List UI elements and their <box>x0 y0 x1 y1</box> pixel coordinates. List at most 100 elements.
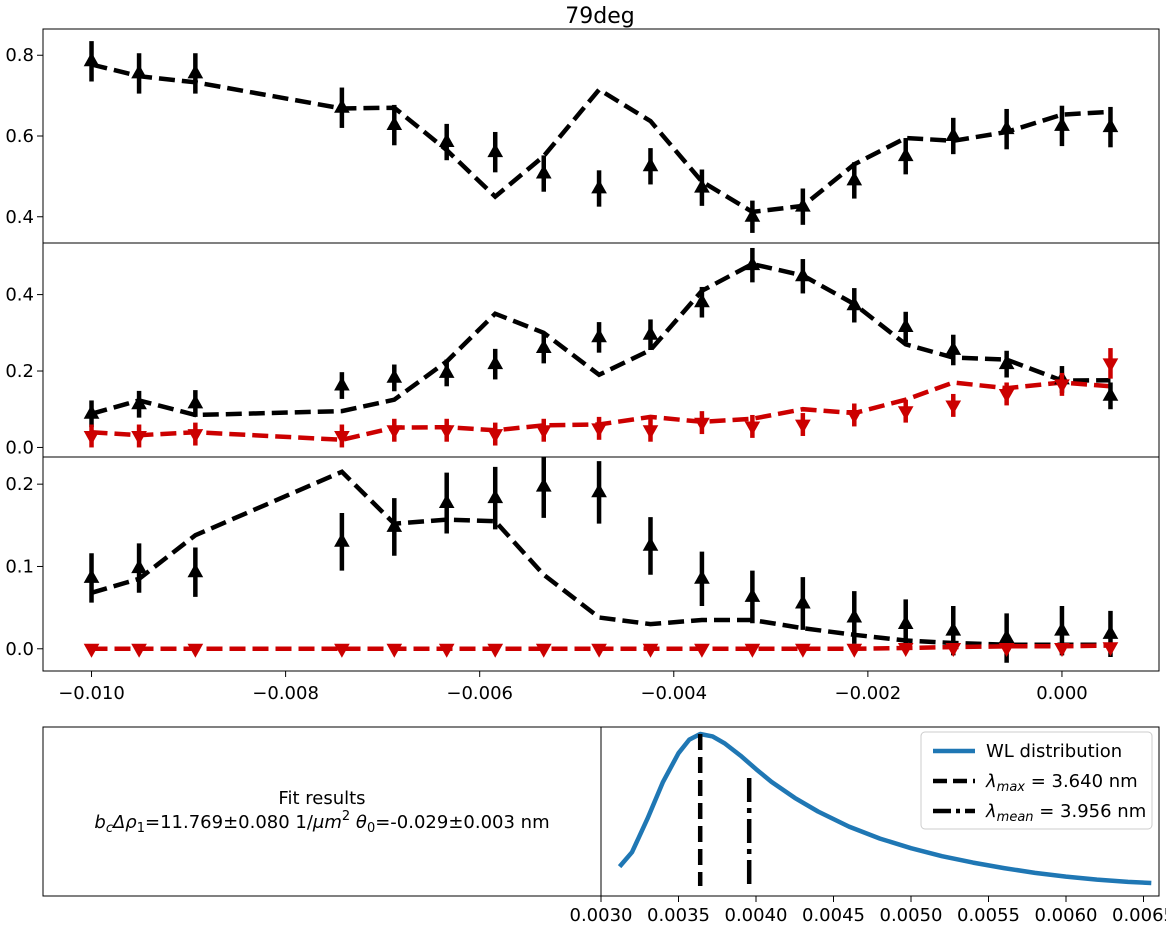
data-point <box>897 318 914 332</box>
data-point <box>795 419 811 434</box>
data-point <box>846 171 863 186</box>
data-point <box>334 98 350 113</box>
data-point <box>83 52 100 67</box>
data-point <box>591 643 607 658</box>
wl-distribution-curve <box>617 731 1152 886</box>
data-point <box>795 643 811 658</box>
data-point <box>438 494 455 508</box>
data-point <box>83 404 100 419</box>
x-tick-label: 0.0065 <box>1112 905 1166 926</box>
data-point <box>83 431 100 445</box>
data-point <box>1054 643 1070 657</box>
data-point <box>187 563 204 578</box>
series-line <box>91 380 1111 443</box>
data-point <box>897 406 914 421</box>
data-point <box>131 64 147 79</box>
data-point <box>897 615 914 629</box>
data-point <box>998 389 1015 403</box>
data-point <box>744 587 761 602</box>
x-tick-label: −0.004 <box>640 683 707 704</box>
data-point <box>487 429 504 444</box>
data-point <box>998 629 1015 643</box>
data-point <box>642 157 659 172</box>
wl-distribution-panel: 0.0030 0.0035 0.0040 0.0045 0.0050 0.0055 0.00… <box>570 726 1166 926</box>
data-point <box>386 425 403 440</box>
chart-title: 79deg <box>565 4 634 29</box>
y-tick-label: 0.8 <box>5 45 34 66</box>
data-point <box>945 127 962 141</box>
y-tick-label: 0.1 <box>5 556 34 577</box>
x-tick-label: −0.008 <box>252 683 319 704</box>
data-point <box>334 532 350 547</box>
data-point <box>535 425 552 440</box>
data-point <box>998 643 1015 657</box>
data-point <box>744 421 761 436</box>
data-point <box>83 643 100 658</box>
data-point <box>187 643 204 658</box>
data-point <box>1054 116 1070 131</box>
data-point <box>846 608 863 623</box>
data-point <box>131 559 147 574</box>
data-point <box>945 621 962 636</box>
data-point <box>386 518 403 532</box>
legend: WL distribution λmax = 3.640 nm λmean = 3.… <box>920 731 1153 830</box>
legend-label: λmax = 3.640 nm <box>985 771 1138 795</box>
data-point <box>744 256 761 271</box>
data-point <box>1054 621 1070 636</box>
data-point <box>591 179 607 194</box>
y-tick-label: 0.0 <box>5 639 34 660</box>
data-point <box>438 425 455 440</box>
fit-results-box: Fit results bcΔρ1=11.769±0.080 1/μm2 θ0=… <box>42 726 602 897</box>
data-point <box>131 643 147 658</box>
data-point <box>487 643 504 658</box>
data-point <box>795 594 811 609</box>
bottom-panel: 0.0 0.1 0.2 −0.010 −0.008 −0.006 −0.004 −0.002 0… <box>5 456 1160 704</box>
data-point <box>694 293 710 308</box>
data-point <box>487 355 504 370</box>
data-point <box>1102 642 1119 657</box>
data-point <box>83 569 100 583</box>
data-point <box>334 431 350 445</box>
y-tick-label: 0.2 <box>5 361 34 382</box>
data-point <box>591 328 607 343</box>
x-tick-label: 0.0055 <box>957 905 1020 926</box>
data-point <box>744 643 761 658</box>
data-point <box>1102 358 1119 373</box>
data-point <box>535 164 552 179</box>
data-point <box>694 417 710 432</box>
data-point <box>535 643 552 658</box>
data-point <box>945 643 962 657</box>
data-point <box>846 296 863 311</box>
data-point <box>694 178 710 193</box>
data-point <box>897 643 914 657</box>
axes-frame <box>42 456 1160 672</box>
x-tick-label: 0.0045 <box>802 905 865 926</box>
data-point <box>846 410 863 424</box>
data-point <box>535 339 552 353</box>
data-point <box>1102 386 1119 401</box>
y-tick-label: 0.6 <box>5 126 34 147</box>
data-point <box>187 64 204 79</box>
data-point <box>334 376 350 391</box>
x-tick-label: 0.0060 <box>1035 905 1098 926</box>
fit-results-heading: Fit results <box>278 788 365 809</box>
data-point <box>945 341 962 355</box>
data-point <box>386 368 403 383</box>
data-point <box>1102 625 1119 639</box>
data-point <box>1054 379 1070 394</box>
x-tick-label: 0.0035 <box>647 905 710 926</box>
x-tick-label: 0.0040 <box>725 905 788 926</box>
y-tick-label: 0.4 <box>5 285 34 306</box>
data-point <box>897 147 914 162</box>
data-point <box>386 643 403 658</box>
data-point <box>438 363 455 378</box>
data-point <box>846 643 863 658</box>
data-point <box>187 429 204 444</box>
data-point <box>642 643 659 658</box>
top-panel: 0.4 0.6 0.8 <box>5 28 1160 244</box>
x-tick-label: 0.000 <box>1036 683 1088 704</box>
data-point <box>998 120 1015 135</box>
data-point <box>642 425 659 440</box>
data-point <box>642 325 659 340</box>
